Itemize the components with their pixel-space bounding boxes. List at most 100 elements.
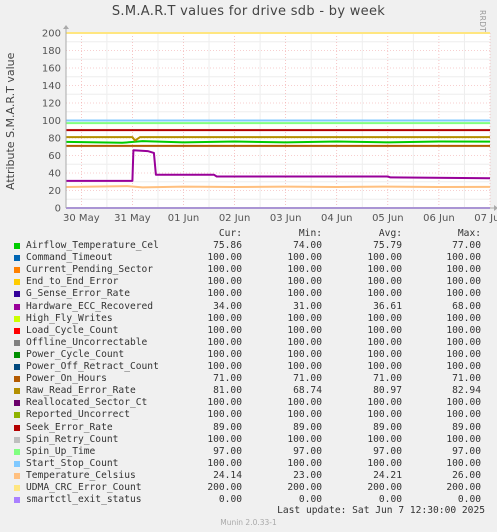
legend-cur-value: 100.00 [207,324,242,336]
legend-max-value: 100.00 [446,433,481,445]
x-tick-label: 30 May [63,213,100,224]
y-tick-label: 140 [42,81,61,92]
legend-swatch [14,243,20,250]
legend-min-value: 31.00 [293,300,322,312]
legend-swatch [14,303,20,310]
legend-max-value: 100.00 [446,397,481,409]
axes [63,25,497,211]
legend-min-value: 68.74 [293,385,322,397]
legend-max-value: 100.00 [446,409,481,421]
legend-series-name: Spin_Up_Time [26,445,96,457]
legend-min-value: 100.00 [287,397,322,409]
legend-series-name: End_to_End_Error [26,276,119,288]
y-axis-arrow [63,25,69,29]
legend-swatch [14,339,20,346]
legend-max-value: 97.00 [452,445,481,457]
y-tick-labels: 0 20 40 60 80 100 120 140 160 180 200 [42,29,61,215]
legend-cur-value: 24.14 [213,469,242,481]
legend-min-value: 100.00 [287,252,322,264]
legend-max-value: 82.94 [452,385,481,397]
series-line [66,136,490,142]
legend-series-name: Reallocated_Sector_Ct [26,397,148,409]
legend-max-value: 26.00 [452,469,481,481]
legend-avg-value: 71.00 [373,373,402,385]
legend-series-name: Airflow_Temperature_Cel [26,240,159,252]
legend-series-name: Temperature_Celsius [26,469,136,481]
munin-version: Munin 2.0.33-1 [220,518,277,527]
legend-series-name: Spin_Retry_Count [26,433,119,445]
legend-min-value: 100.00 [287,324,322,336]
legend-series-name: UDMA_CRC_Error_Count [26,481,142,493]
legend-swatch [14,424,20,431]
legend-swatch [14,412,20,419]
legend-avg-value: 24.21 [373,469,402,481]
legend-row: Spin_Up_Time 97.00 97.00 97.00 97.00 [12,446,492,458]
x-tick-label: 03 Jun [270,213,302,224]
header-avg: Avg: [378,228,402,239]
legend-avg-value: 100.00 [367,336,402,348]
legend-row: G_Sense_Error_Rate 100.00 100.00 100.00 100.… [12,288,492,300]
legend-row: End_to_End_Error 100.00 100.00 100.00 100.00 [12,276,492,288]
legend-min-value: 23.00 [293,469,322,481]
legend-min-value: 100.00 [287,288,322,300]
legend-row: Power_Cycle_Count 100.00 100.00 100.00 100.0… [12,349,492,361]
legend-swatch [14,291,20,298]
legend-avg-value: 100.00 [367,276,402,288]
legend-min-value: 200.00 [287,481,322,493]
legend-avg-value: 100.00 [367,397,402,409]
last-update: Last update: Sat Jun 7 12:30:00 2025 [277,505,485,516]
legend-swatch [14,436,20,443]
legend-series-name: Hardware_ECC_Recovered [26,300,154,312]
legend-swatch [14,472,20,479]
legend-series-name: Power_Cycle_Count [26,348,125,360]
legend-avg-value: 100.00 [367,312,402,324]
legend-avg-value: 100.00 [367,433,402,445]
header-max: Max: [457,228,481,239]
legend-max-value: 100.00 [446,361,481,373]
legend-swatch [14,400,20,407]
legend-series-name: High_Fly_Writes [26,312,113,324]
legend-cur-value: 100.00 [207,457,242,469]
header-min: Min: [298,228,322,239]
legend-avg-value: 0.00 [378,494,402,506]
legend-avg-value: 100.00 [367,409,402,421]
legend-max-value: 100.00 [446,324,481,336]
legend-min-value: 89.00 [293,421,322,433]
legend-rows: Airflow_Temperature_Cel 75.86 74.00 75.79 77… [12,240,492,506]
legend-cur-value: 75.86 [213,240,242,252]
legend-row: Reallocated_Sector_Ct 100.00 100.00 100.00 1… [12,397,492,409]
y-tick-label: 120 [42,99,61,110]
legend-swatch [14,315,20,322]
legend-row: UDMA_CRC_Error_Count 200.00 200.00 200.00 20… [12,482,492,494]
x-tick-labels: 30 May 31 May 01 Jun 02 Jun 03 Jun 04 Jun 05 J… [63,213,497,224]
legend-series-name: Current_Pending_Sector [26,264,154,276]
legend-row: Power_Off_Retract_Count 100.00 100.00 100.0… [12,361,492,373]
legend-row: Current_Pending_Sector 100.00 100.00 100.00… [12,264,492,276]
legend-swatch [14,388,20,395]
y-tick-label: 40 [48,169,61,180]
legend-avg-value: 100.00 [367,252,402,264]
legend-cur-value: 200.00 [207,481,242,493]
legend-header: Cur: Min: Avg: Max: [12,228,492,240]
legend-cur-value: 100.00 [207,252,242,264]
legend-avg-value: 36.61 [373,300,402,312]
legend-row: High_Fly_Writes 100.00 100.00 100.00 100.00 [12,313,492,325]
legend-max-value: 0.00 [457,494,481,506]
y-tick-label: 200 [42,29,61,40]
legend-cur-value: 81.00 [213,385,242,397]
legend-min-value: 100.00 [287,276,322,288]
legend-table: Cur: Min: Avg: Max: Airflow_Temperature_… [12,228,492,506]
legend-min-value: 100.00 [287,348,322,360]
legend-series-name: Seek_Error_Rate [26,421,113,433]
legend-cur-value: 100.00 [207,409,242,421]
legend-avg-value: 100.00 [367,348,402,360]
legend-series-name: Power_Off_Retract_Count [26,361,159,373]
legend-cur-value: 100.00 [207,361,242,373]
legend-avg-value: 89.00 [373,421,402,433]
legend-cur-value: 34.00 [213,300,242,312]
legend-series-name: Raw_Read_Error_Rate [26,385,136,397]
legend-cur-value: 71.00 [213,373,242,385]
legend-swatch [14,267,20,274]
legend-max-value: 71.00 [452,373,481,385]
